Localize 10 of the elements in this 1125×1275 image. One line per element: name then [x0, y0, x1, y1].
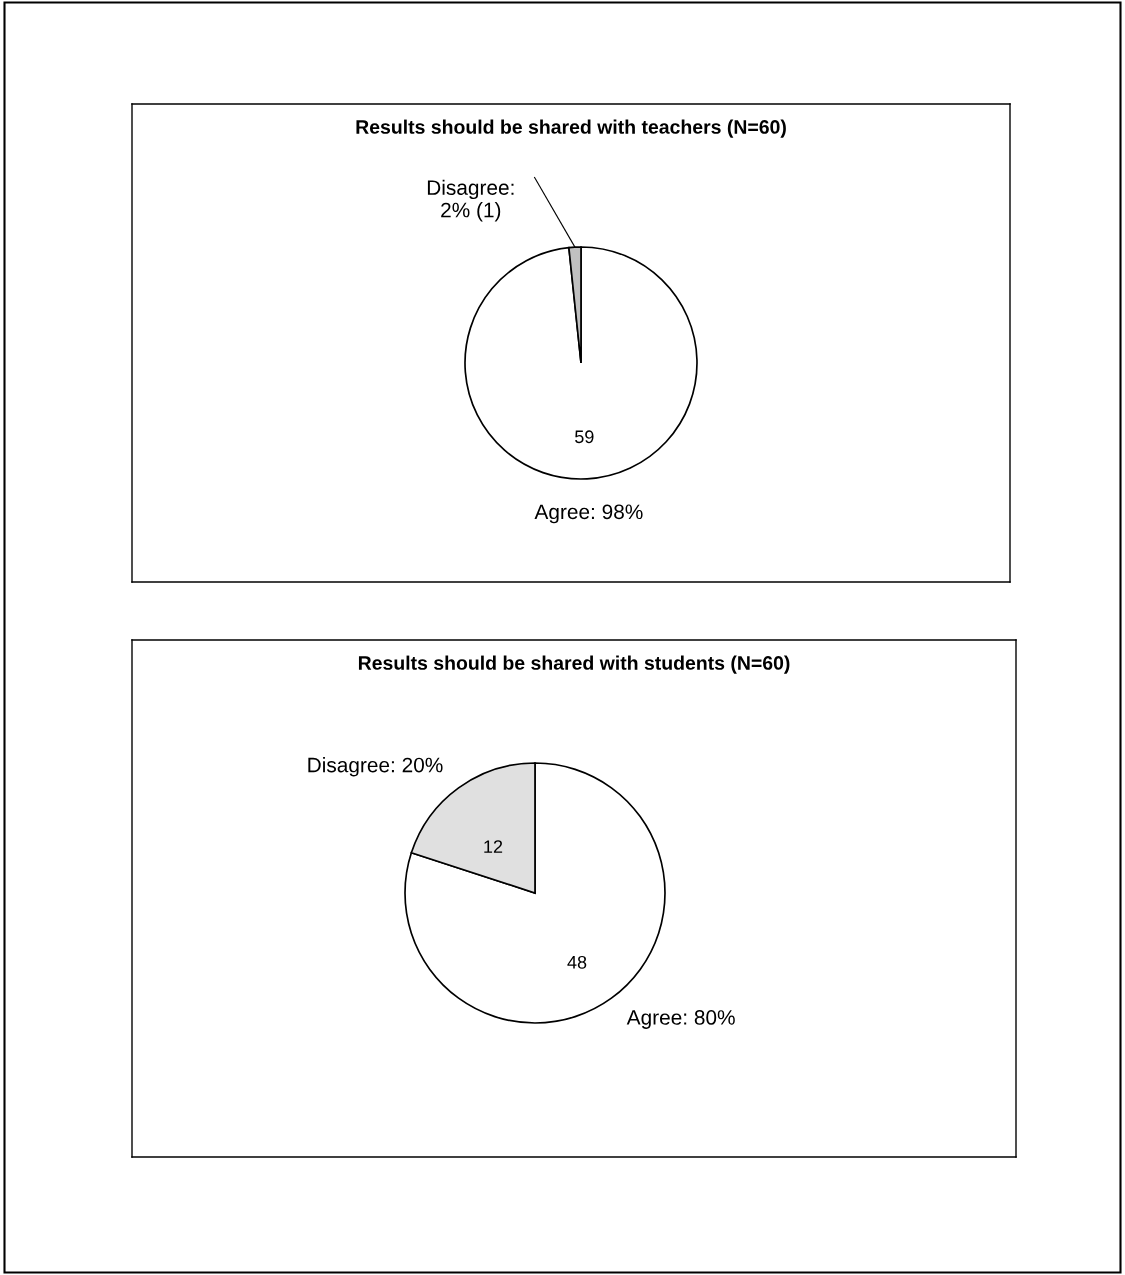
- slice-label: Agree: 80%: [626, 1010, 735, 1029]
- slice-label: Disagree: 20%: [308, 757, 443, 777]
- chart-title: Results should be shared with teachers (N=60): [356, 119, 786, 138]
- data-label: 59: [575, 430, 594, 444]
- pie-slice: [464, 246, 698, 480]
- data-label: 48: [567, 955, 587, 969]
- chart-title: Results should be shared with students (N=60): [358, 655, 790, 674]
- slice-label: Disagree: 2% (1): [427, 179, 514, 222]
- slice-label: Agree: 98%: [534, 504, 643, 524]
- data-label: 12: [484, 840, 503, 853]
